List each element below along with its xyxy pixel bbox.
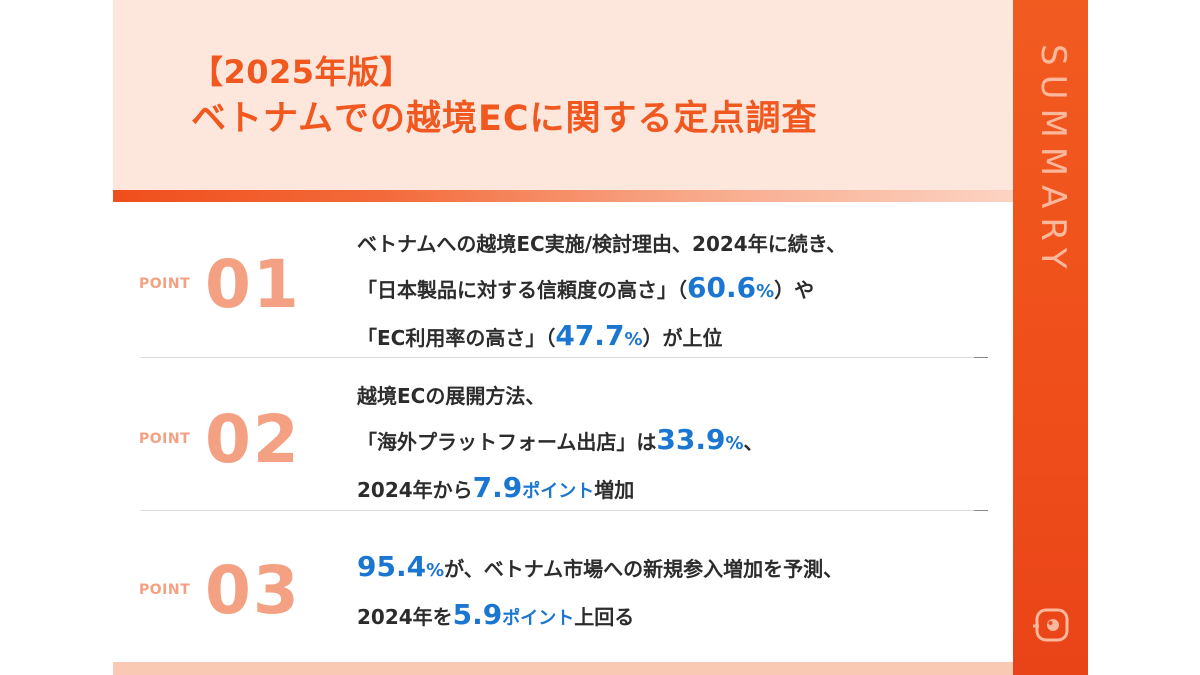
point-03-line2: 2024年を5.9ポイント上回る (357, 598, 635, 631)
highlight-unit: % (426, 560, 445, 581)
bottom-strip (113, 662, 1013, 675)
point-01-line3: 「EC利用率の高さ」（47.7%）が上位 (357, 319, 723, 352)
divider (141, 357, 988, 358)
summary-card: 【2025年版】 ベトナムでの越境ECに関する定点調査 POINT 01 ベトナ… (113, 0, 1013, 675)
point-text-01: ベトナムへの越境EC実施/検討理由、2024年に続き、 「日本製品に対する信頼度… (357, 222, 997, 362)
point-label: POINT (139, 582, 191, 598)
point-number: 03 (205, 552, 301, 629)
point-label: POINT (139, 431, 191, 447)
highlight-unit: ポイント (522, 481, 595, 502)
highlight-value: 47.7 (555, 319, 625, 352)
highlight-unit: ポイント (502, 608, 575, 629)
title-year-tag: 【2025年版】 (191, 53, 413, 91)
point-02-line3: 2024年から7.9ポイント増加 (357, 471, 635, 504)
highlight-unit: % (756, 281, 775, 302)
highlight-value: 60.6 (687, 271, 757, 304)
highlight-value: 33.9 (656, 423, 726, 456)
magnifier-icon (1033, 608, 1069, 642)
point-row-03: POINT 03 95.4%が、ベトナム市場への新規参入増加を予測、 2024年… (113, 511, 1013, 661)
highlight-value: 5.9 (452, 598, 503, 631)
header-band: 【2025年版】 ベトナムでの越境ECに関する定点調査 (113, 0, 1013, 190)
title-main: ベトナムでの越境ECに関する定点調査 (191, 99, 818, 139)
summary-sidebar: SUMMARY (1013, 0, 1088, 675)
point-02-line2: 「海外プラットフォーム出店」は33.9%、 (357, 423, 764, 456)
highlight-value: 95.4 (357, 550, 427, 583)
divider (141, 510, 988, 511)
sidebar-label: SUMMARY (1033, 44, 1073, 278)
page-title: 【2025年版】 ベトナムでの越境ECに関する定点調査 (191, 52, 818, 142)
point-text-03: 95.4%が、ベトナム市場への新規参入増加を予測、 2024年を5.9ポイント上… (357, 545, 997, 641)
point-02-line1: 越境ECの展開方法、 (357, 384, 546, 408)
point-text-02: 越境ECの展開方法、 「海外プラットフォーム出店」は33.9%、 2024年から… (357, 374, 997, 514)
point-01-line1: ベトナムへの越境EC実施/検討理由、2024年に続き、 (357, 232, 847, 256)
point-label: POINT (139, 276, 191, 292)
highlight-unit: % (624, 329, 643, 350)
point-number: 02 (205, 401, 301, 478)
highlight-unit: % (725, 433, 744, 454)
point-03-line1: 95.4%が、ベトナム市場への新規参入増加を予測、 (357, 550, 844, 583)
point-01-line2: 「日本製品に対する信頼度の高さ」（60.6%）や (357, 271, 815, 304)
accent-bar (113, 190, 1013, 202)
points-panel: POINT 01 ベトナムへの越境EC実施/検討理由、2024年に続き、 「日本… (113, 202, 1013, 662)
point-number: 01 (205, 246, 301, 323)
point-row-02: POINT 02 越境ECの展開方法、 「海外プラットフォーム出店」は33.9%… (113, 358, 1013, 511)
highlight-value: 7.9 (472, 471, 523, 504)
point-row-01: POINT 01 ベトナムへの越境EC実施/検討理由、2024年に続き、 「日本… (113, 202, 1013, 357)
